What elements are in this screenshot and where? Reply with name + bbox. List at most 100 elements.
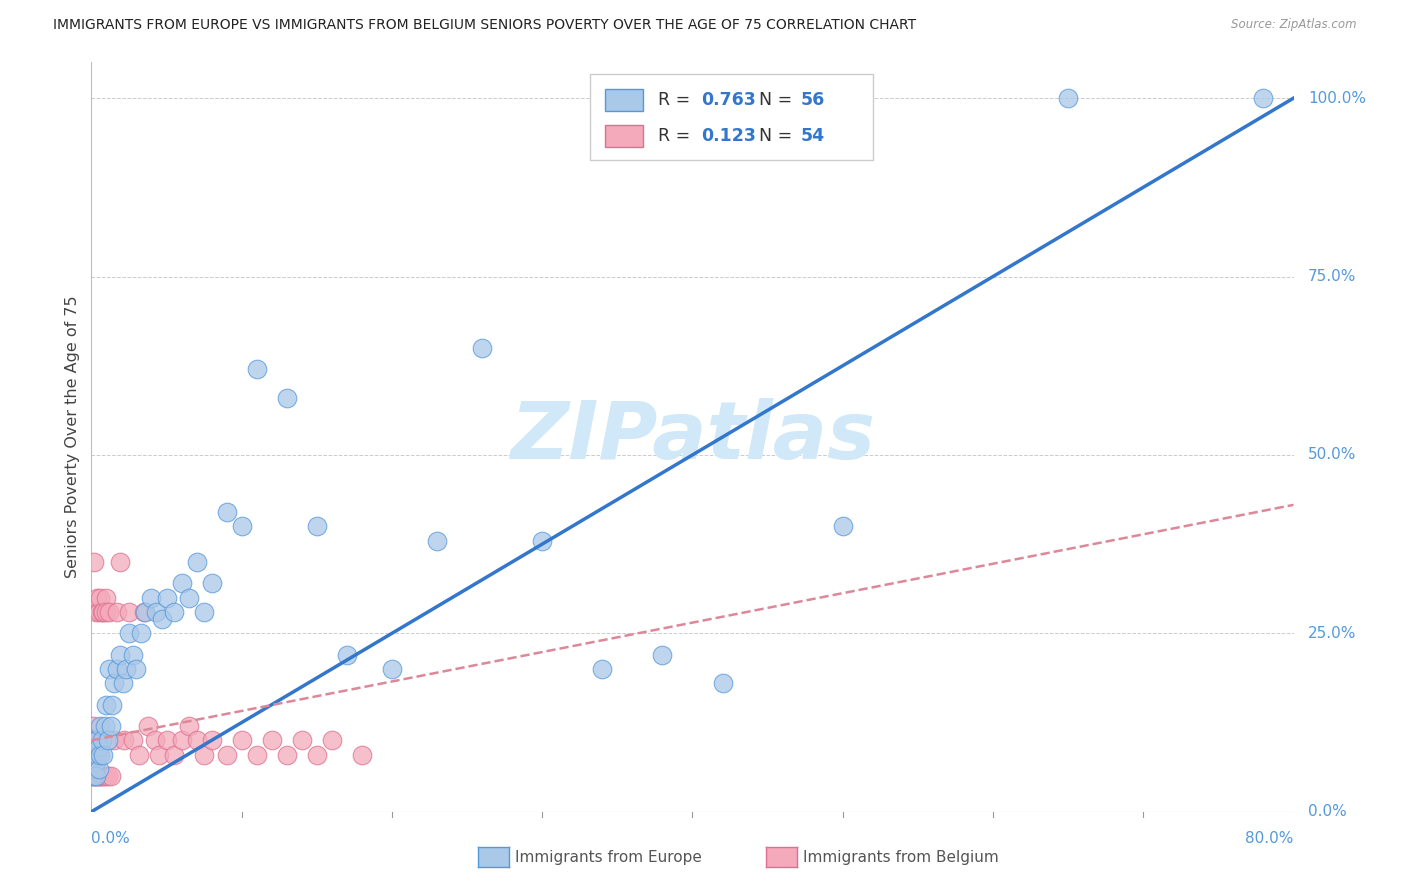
Point [118,626,141,640]
Point [186,733,208,747]
Text: Immigrants from Europe: Immigrants from Europe [515,850,702,864]
Point [150,612,173,626]
Point [132,605,155,619]
Point [215,747,238,762]
Point [186,555,208,569]
Point [87,605,110,619]
Point [83,733,105,747]
Point [193,605,215,619]
Text: 54: 54 [800,127,825,145]
Point [155,733,177,747]
Point [108,555,131,569]
Point [87,762,110,776]
Point [114,733,136,747]
Point [163,747,186,762]
Point [100,719,122,733]
Point [591,662,613,676]
Point [93,605,115,619]
Point [103,733,125,747]
Point [426,533,449,548]
Point [101,698,124,712]
Point [145,605,167,619]
Point [82,769,104,783]
Point [128,747,150,762]
Point [148,747,170,762]
Point [87,733,110,747]
Point [89,591,111,605]
Point [93,769,115,783]
Point [96,605,118,619]
Text: R =: R = [658,91,696,109]
Point [711,676,734,690]
Point [471,341,494,355]
Point [531,533,554,548]
Point [118,605,141,619]
FancyBboxPatch shape [605,125,643,147]
Point [831,519,853,533]
Point [108,648,131,662]
Text: 25.0%: 25.0% [1308,626,1357,640]
Point [305,519,328,533]
Text: 0.0%: 0.0% [1308,805,1347,819]
Point [1253,91,1275,105]
Point [215,505,238,519]
Text: R =: R = [658,127,696,145]
Point [170,733,193,747]
Point [177,591,200,605]
Point [115,662,138,676]
Point [94,719,117,733]
Text: ZIPatlas: ZIPatlas [510,398,875,476]
Point [87,740,110,755]
Point [87,769,110,783]
Point [82,747,104,762]
Point [336,648,359,662]
Point [381,662,404,676]
Point [260,733,283,747]
Point [246,362,269,376]
Point [231,519,253,533]
Point [111,676,134,690]
Point [103,676,125,690]
Point [89,769,111,783]
Point [1057,91,1080,105]
Text: 0.123: 0.123 [700,127,756,145]
Point [84,733,107,747]
Point [163,605,186,619]
Point [201,733,224,747]
Point [122,733,145,747]
Point [98,662,121,676]
Point [177,719,200,733]
Point [201,576,224,591]
Point [129,626,152,640]
Point [100,769,122,783]
Text: 75.0%: 75.0% [1308,269,1357,284]
Point [86,769,108,783]
Point [89,719,111,733]
Point [86,747,108,762]
Point [84,605,107,619]
Point [276,391,298,405]
Point [651,648,673,662]
Text: Source: ZipAtlas.com: Source: ZipAtlas.com [1232,18,1357,31]
Text: N =: N = [759,127,797,145]
Point [97,733,120,747]
Point [291,733,314,747]
Point [83,769,105,783]
Point [141,591,163,605]
Point [350,747,373,762]
Text: 0.0%: 0.0% [91,831,131,846]
Point [89,747,111,762]
Point [105,662,128,676]
Point [86,747,108,762]
Text: Immigrants from Belgium: Immigrants from Belgium [803,850,998,864]
Point [125,662,148,676]
Point [122,648,145,662]
Text: IMMIGRANTS FROM EUROPE VS IMMIGRANTS FROM BELGIUM SENIORS POVERTY OVER THE AGE O: IMMIGRANTS FROM EUROPE VS IMMIGRANTS FRO… [53,18,917,32]
Point [86,591,108,605]
Point [155,591,177,605]
Point [321,733,343,747]
Point [94,769,117,783]
Point [90,605,112,619]
Point [82,747,104,762]
Text: 80.0%: 80.0% [1246,831,1294,846]
